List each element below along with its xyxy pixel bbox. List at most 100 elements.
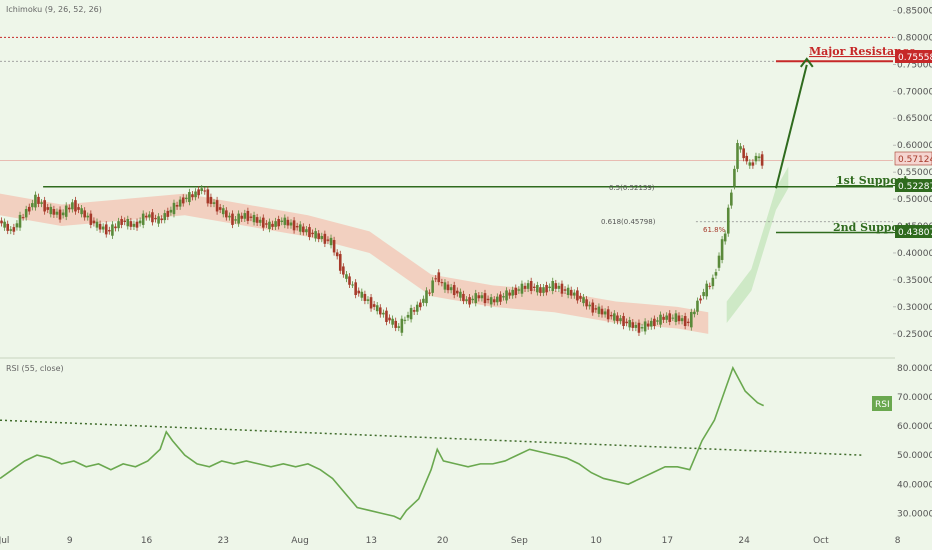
candle-body xyxy=(455,290,459,294)
candle-body xyxy=(646,323,650,327)
price-axis-tick-label: 0.75000 xyxy=(897,60,932,70)
candle-body xyxy=(499,294,502,302)
x-axis-tick-label: 9 xyxy=(67,536,73,546)
candle-body xyxy=(363,293,367,301)
candle-body xyxy=(690,311,693,328)
candle-body xyxy=(295,226,299,228)
candle-body xyxy=(308,227,311,238)
candle-body xyxy=(80,208,83,215)
candle-body xyxy=(680,318,684,322)
candle-body xyxy=(760,154,764,166)
candle-body xyxy=(649,320,653,327)
candle-body xyxy=(542,287,545,293)
svg-text:0.52287: 0.52287 xyxy=(898,182,932,192)
candle-body xyxy=(434,278,438,280)
candle-body xyxy=(237,213,240,224)
x-axis-tick-label: 10 xyxy=(590,536,602,546)
x-axis-tick-label: Jul xyxy=(0,536,9,546)
candle-body xyxy=(628,320,632,328)
price-axis-tick-label: 0.70000 xyxy=(897,87,932,97)
candle-body xyxy=(27,206,31,212)
candle-body xyxy=(640,327,644,329)
candle-body xyxy=(221,208,225,215)
candle-body xyxy=(471,298,474,301)
svg-text:0.43807: 0.43807 xyxy=(898,228,932,238)
candle-body xyxy=(385,310,388,322)
candle-body xyxy=(757,156,761,159)
candle-body xyxy=(52,209,56,215)
ichimoku-indicator-label[interactable]: Ichimoku (9, 26, 52, 26) xyxy=(6,5,102,14)
price-axis-tick-label: 0.60000 xyxy=(897,141,932,151)
candle-body xyxy=(520,283,524,294)
candle-body xyxy=(459,291,462,298)
candle-body xyxy=(711,277,715,287)
candle-body xyxy=(714,272,718,276)
candle-body xyxy=(34,194,37,208)
candle-body xyxy=(696,300,699,312)
candle-body xyxy=(653,318,656,327)
candle-body xyxy=(335,252,339,257)
candle-body xyxy=(693,311,696,315)
candle-body xyxy=(277,219,280,227)
candle-body xyxy=(151,212,154,223)
candle-body xyxy=(181,197,185,204)
x-axis-tick-label: 17 xyxy=(662,536,673,546)
candle-body xyxy=(483,293,487,304)
candle-body xyxy=(197,189,200,196)
candle-body xyxy=(723,233,727,242)
candle-body xyxy=(191,194,194,198)
candle-body xyxy=(720,239,724,260)
candle-body xyxy=(129,221,133,227)
candle-body xyxy=(523,285,527,289)
candle-body xyxy=(114,226,117,229)
candle-body xyxy=(311,232,314,235)
candle-body xyxy=(86,215,90,218)
candle-body xyxy=(619,318,622,322)
candle-body xyxy=(212,202,216,204)
candle-body xyxy=(643,321,647,332)
candle-body xyxy=(31,203,34,208)
candle-body xyxy=(526,283,530,289)
price-axis-tick-label: 0.50000 xyxy=(897,195,932,205)
candle-body xyxy=(603,311,607,315)
candle-body xyxy=(591,302,595,313)
candle-body xyxy=(24,209,28,218)
candle-body xyxy=(545,285,548,293)
candle-body xyxy=(326,239,330,241)
rsi-indicator-label[interactable]: RSI (55, close) xyxy=(6,364,64,373)
candle-body xyxy=(61,212,65,216)
candle-body xyxy=(49,206,53,215)
x-axis-tick-label: 24 xyxy=(738,536,750,546)
candle-body xyxy=(400,318,404,333)
candle-body xyxy=(569,289,573,296)
first-support-label: 1st Support xyxy=(836,174,909,187)
candle-body xyxy=(354,282,357,296)
candle-body xyxy=(572,292,576,296)
rsi-series-line xyxy=(0,365,765,521)
candle-body xyxy=(699,298,702,301)
second-support-label: 2nd Support xyxy=(833,221,911,234)
candle-body xyxy=(616,315,619,322)
candle-body xyxy=(486,298,490,301)
candle-body xyxy=(496,296,499,303)
candle-body xyxy=(536,285,539,293)
candle-body xyxy=(382,312,385,315)
candle-body xyxy=(529,281,533,291)
candle-body xyxy=(21,217,25,219)
candle-body xyxy=(209,196,213,204)
candle-body xyxy=(745,155,749,162)
price-panel[interactable]: 0.250000.300000.350000.400000.450000.500… xyxy=(0,6,932,340)
candle-body xyxy=(548,286,551,289)
candle-body xyxy=(218,207,222,210)
candle-body xyxy=(123,220,127,222)
candle-body xyxy=(449,287,453,291)
candle-body xyxy=(665,315,668,320)
candle-body xyxy=(736,143,739,169)
candle-body xyxy=(378,307,382,315)
candle-body xyxy=(563,289,567,291)
candle-body xyxy=(474,293,478,304)
candle-body xyxy=(659,314,662,325)
fib-618-pct-label: 61.8% xyxy=(703,226,726,234)
